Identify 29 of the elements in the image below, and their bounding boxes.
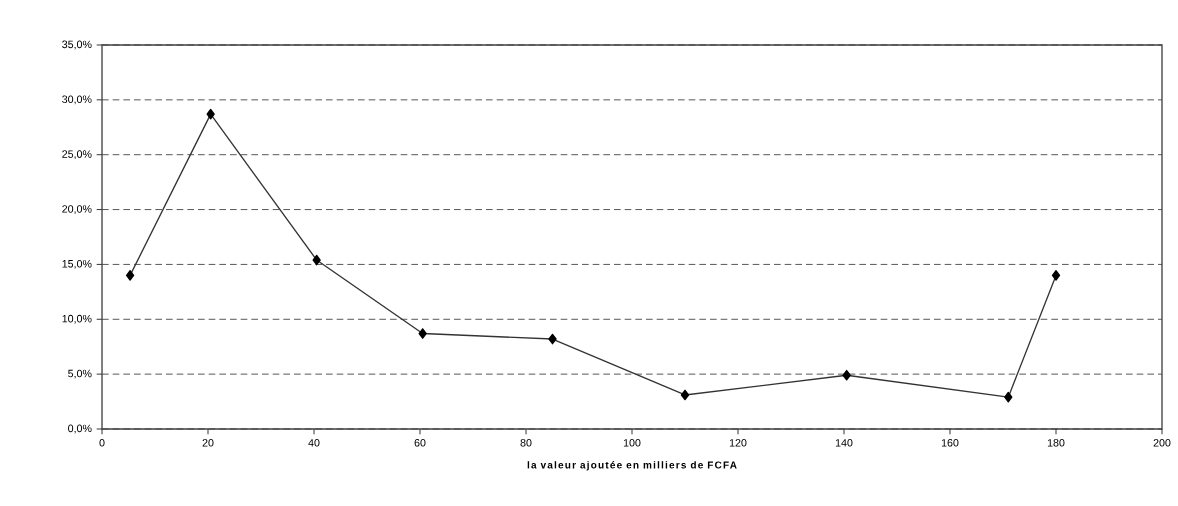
x-tick-label: 20	[202, 439, 214, 447]
point	[1051, 270, 1061, 281]
y-tick-label: 25,0%	[62, 150, 92, 160]
y-tick-label: 5,0%	[68, 369, 92, 379]
point	[312, 254, 321, 266]
x-tick-label: 40	[308, 439, 320, 447]
point	[418, 328, 427, 339]
x-tick-label: 0	[99, 439, 105, 447]
point	[548, 333, 557, 345]
x-tick-label: 160	[941, 439, 959, 447]
x-tick-label: 100	[623, 439, 641, 447]
x-axis-title: la valeur ajoutée en milliers de FCFA	[527, 461, 737, 471]
point	[842, 369, 851, 381]
y-tick-label: 0,0%	[68, 424, 92, 434]
x-tick-label: 80	[520, 439, 532, 447]
x-tick-label: 140	[835, 439, 853, 447]
x-tick-label: 60	[414, 439, 426, 447]
point	[680, 389, 690, 401]
y-tick-label: 35,0%	[62, 40, 92, 50]
x-tick-label: 180	[1047, 439, 1065, 447]
point	[206, 108, 215, 120]
point	[1004, 391, 1013, 403]
y-tick-label: 15,0%	[62, 260, 92, 269]
point	[125, 270, 135, 281]
y-tick-label: 30,0%	[62, 95, 92, 105]
y-tick-label: 10,0%	[62, 314, 92, 324]
y-tick-label: 20,0%	[62, 205, 92, 214]
x-tick-label: 200	[1153, 439, 1171, 447]
x-tick-label: 120	[729, 439, 747, 447]
